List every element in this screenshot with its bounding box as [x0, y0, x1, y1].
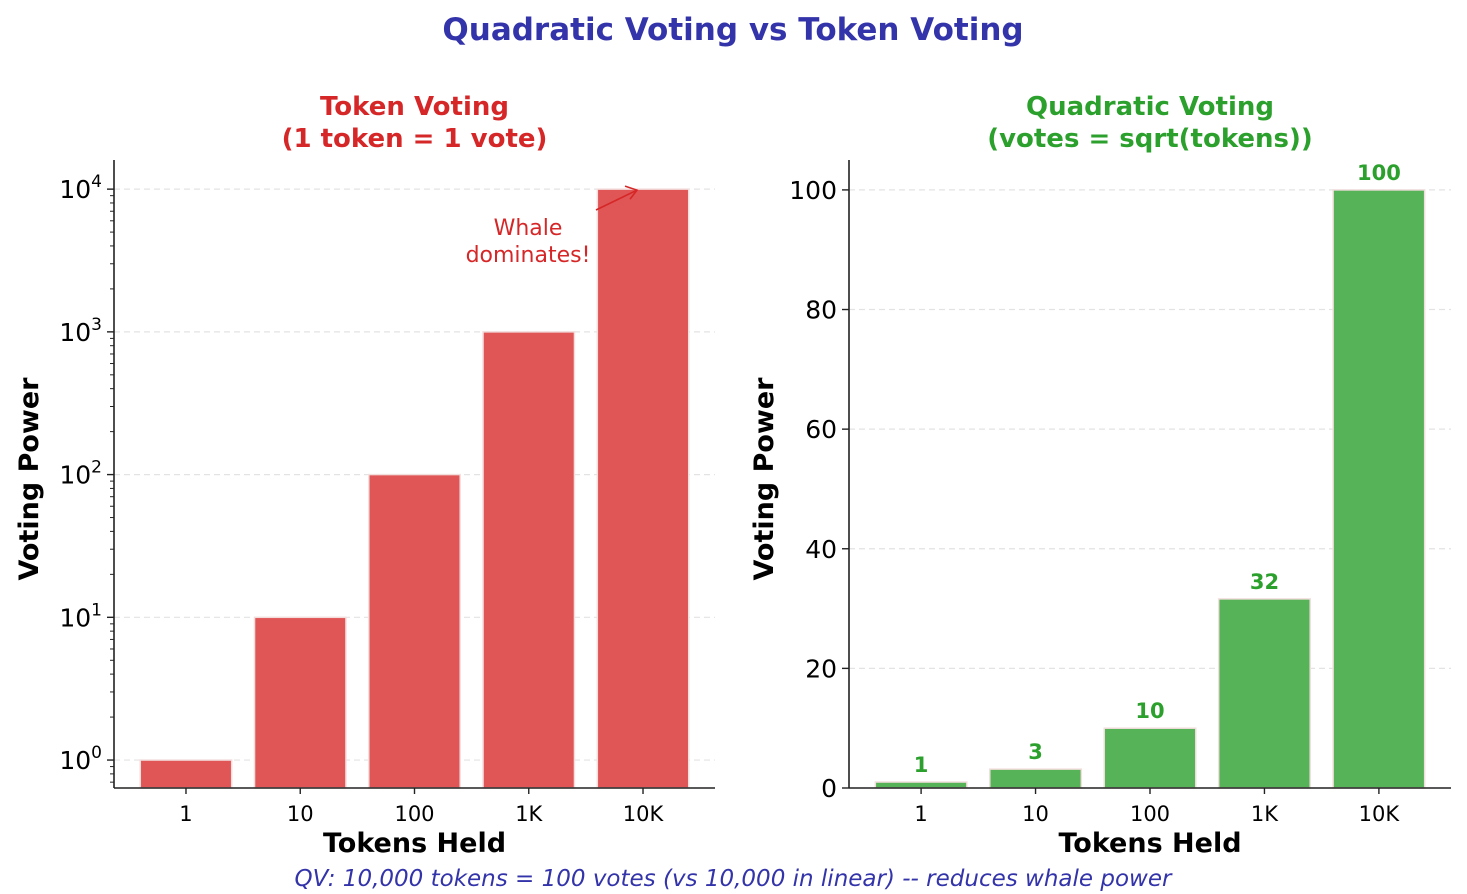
figure-title: Quadratic Voting vs Token Voting: [442, 12, 1023, 48]
x-tick-label: 10K: [623, 802, 665, 826]
x-tick-label: 100: [1130, 802, 1170, 826]
chart-subtitle: (1 token = 1 vote): [282, 124, 548, 154]
bar-1K: [482, 331, 576, 789]
x-tick-label: 10: [1022, 802, 1049, 826]
y-tick-label: 20: [805, 654, 837, 683]
annotation-text: dominates!: [466, 243, 591, 268]
x-tick-label: 10: [287, 802, 314, 826]
x-axis-label: Tokens Held: [323, 828, 506, 859]
bar-1: [874, 781, 968, 789]
x-tick-label: 1: [179, 802, 192, 826]
data-label: 10: [1135, 699, 1164, 723]
data-label: 3: [1028, 740, 1043, 764]
x-tick-label: 10K: [1359, 802, 1401, 826]
bar-10: [989, 768, 1083, 789]
y-tick-label: 40: [805, 535, 837, 564]
annotation-arrow: [595, 189, 638, 211]
bar-10K: [596, 188, 690, 789]
y-tick-label: 103: [59, 315, 102, 347]
bar-1K: [1217, 598, 1311, 789]
data-label: 1: [914, 753, 929, 777]
y-tick-label: 80: [805, 296, 837, 325]
bar-10: [253, 616, 347, 789]
chart-title: Quadratic Voting: [1026, 92, 1274, 122]
x-axis-label: Tokens Held: [1058, 828, 1241, 859]
y-tick-label: 100: [789, 176, 837, 205]
token-voting-chart: Token Voting(1 token = 1 vote) 1 10 100 1K 10…: [14, 92, 715, 859]
chart-subtitle: (votes = sqrt(tokens)): [987, 124, 1313, 154]
quadratic-voting-chart: Quadratic Voting(votes = sqrt(tokens)) 1 3…: [749, 92, 1451, 859]
arrow-head-icon: [624, 185, 639, 200]
y-tick-label: 100: [59, 743, 102, 775]
x-tick-label: 1: [914, 802, 927, 826]
y-tick-label: 102: [59, 458, 102, 490]
bar-100: [1103, 727, 1197, 789]
y-tick-label: 101: [59, 600, 102, 632]
bar-100: [368, 473, 461, 789]
y-axis-label: Voting Power: [749, 377, 780, 581]
data-label: 100: [1357, 161, 1401, 185]
y-axis-label: Voting Power: [14, 377, 45, 581]
chart-title: Token Voting: [320, 92, 509, 122]
annotation-text: Whale: [494, 216, 563, 241]
y-tick-label: 104: [59, 172, 102, 204]
y-tick-label: 60: [805, 415, 837, 444]
x-tick-label: 1K: [515, 802, 543, 826]
x-tick-label: 1K: [1251, 802, 1279, 826]
bar-10K: [1332, 189, 1426, 789]
x-tick-label: 100: [394, 802, 434, 826]
y-tick-label: 0: [821, 774, 837, 803]
footer-note: QV: 10,000 tokens = 100 votes (vs 10,000…: [295, 866, 1173, 892]
data-label: 32: [1250, 570, 1279, 594]
bar-1: [139, 759, 233, 789]
